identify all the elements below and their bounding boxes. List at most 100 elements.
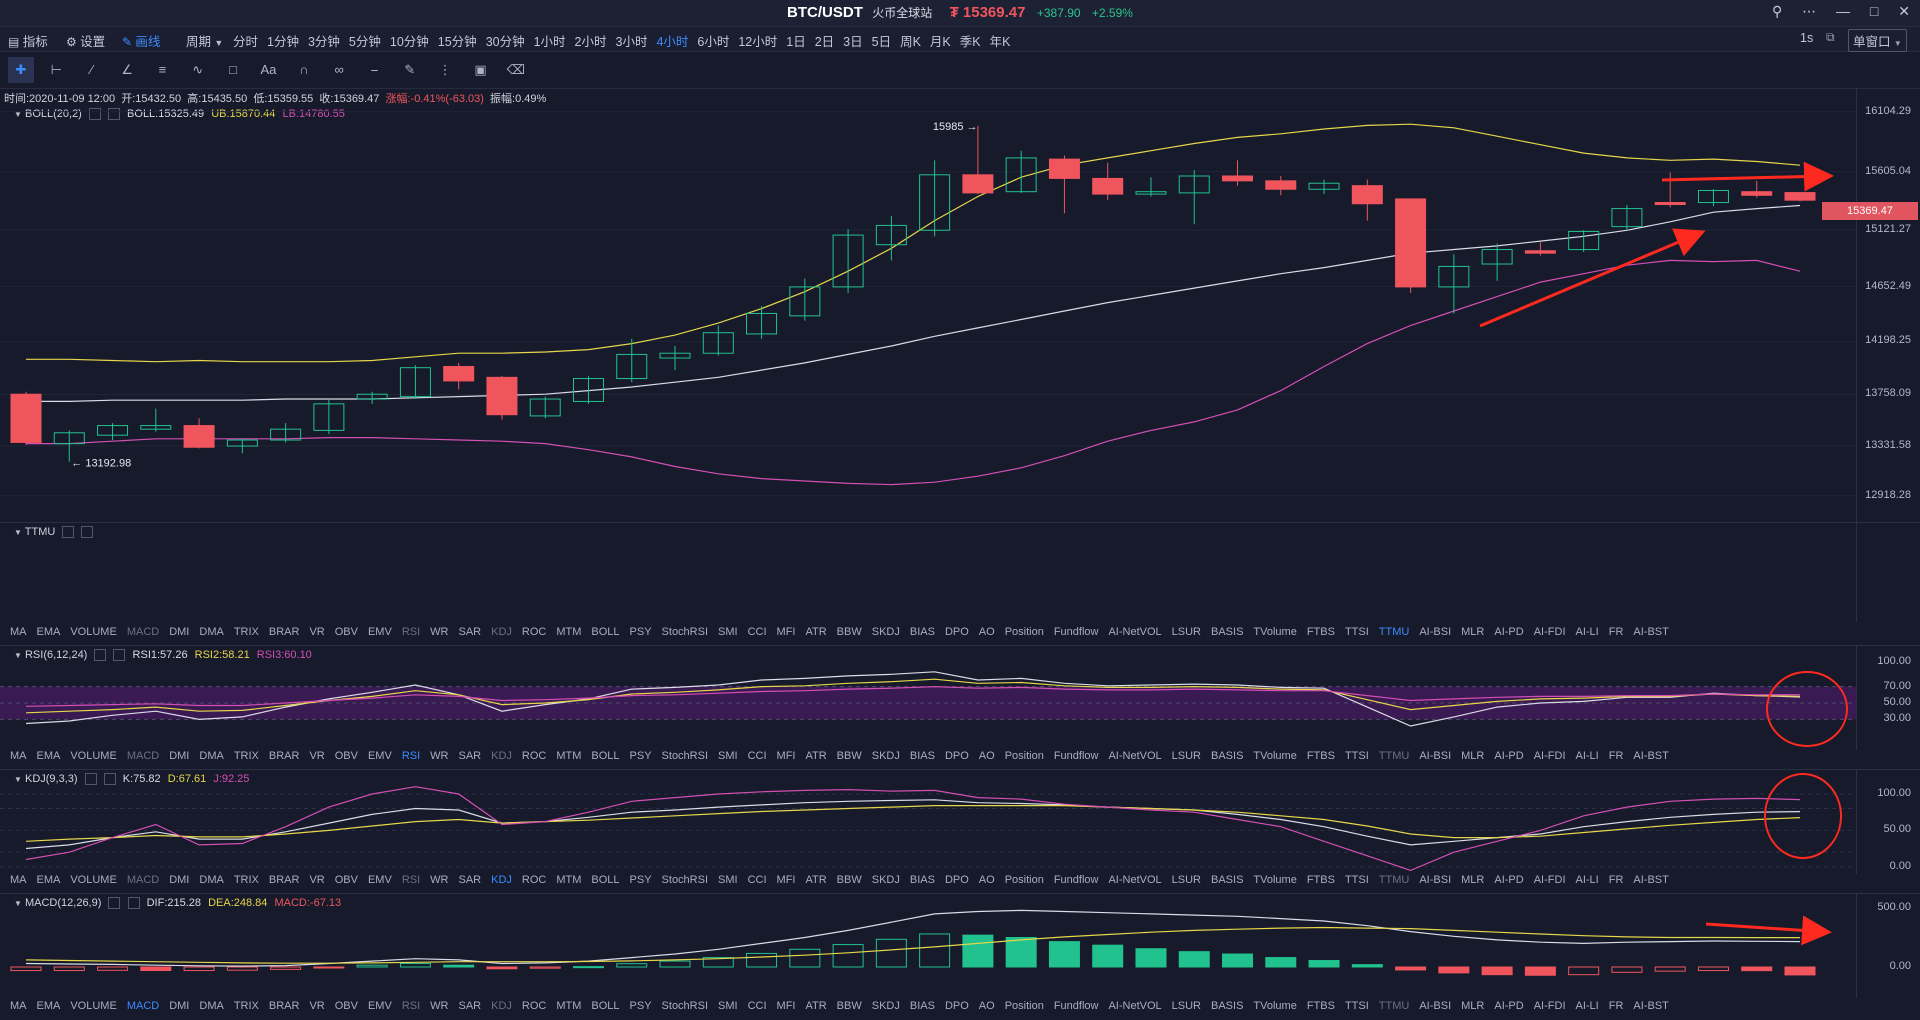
indicator-tab[interactable]: PSY bbox=[629, 1000, 652, 1012]
indicator-tab[interactable]: SKDJ bbox=[871, 626, 900, 638]
chevron-down-icon[interactable]: ▼ bbox=[14, 110, 22, 119]
period-option[interactable]: 10分钟 bbox=[389, 35, 429, 49]
candle-up[interactable] bbox=[270, 428, 302, 441]
candle-up[interactable] bbox=[140, 425, 172, 430]
indicator-tab[interactable]: ROC bbox=[521, 874, 547, 886]
indicator-tab[interactable]: ATR bbox=[805, 1000, 827, 1012]
indicator-tab[interactable]: SMI bbox=[718, 750, 738, 762]
candle-down[interactable] bbox=[183, 425, 215, 448]
indicator-tab[interactable]: SAR bbox=[458, 750, 482, 762]
indicator-tab[interactable]: AI-BST bbox=[1633, 1000, 1669, 1012]
indicator-tab[interactable]: TTMU bbox=[1378, 750, 1410, 762]
indicator-tab[interactable]: AI-PD bbox=[1494, 1000, 1524, 1012]
indicator-tab[interactable]: FTBS bbox=[1306, 626, 1335, 638]
indicator-tab[interactable]: LSUR bbox=[1171, 1000, 1201, 1012]
indicator-tab[interactable]: BBW bbox=[836, 874, 862, 886]
candle-down[interactable] bbox=[443, 365, 475, 382]
period-option[interactable]: 月K bbox=[929, 35, 951, 49]
macd-chart[interactable] bbox=[0, 894, 1856, 998]
indicator-tab[interactable]: BBW bbox=[836, 1000, 862, 1012]
indicator-tab[interactable]: WR bbox=[430, 1000, 449, 1012]
indicator-tab[interactable]: MACD bbox=[126, 626, 160, 638]
period-option[interactable]: 3日 bbox=[843, 35, 863, 49]
indicator-tab[interactable]: AI-BST bbox=[1633, 750, 1669, 762]
indicator-tab[interactable]: TTSI bbox=[1344, 750, 1369, 762]
indicator-tab[interactable]: EMV bbox=[367, 750, 392, 762]
chevron-down-icon[interactable]: ▼ bbox=[14, 775, 22, 784]
indicator-tab[interactable]: BOLL bbox=[591, 750, 620, 762]
period-option[interactable]: 3分钟 bbox=[307, 35, 340, 49]
indicator-tab[interactable]: BBW bbox=[836, 626, 862, 638]
screenshot-icon[interactable]: ⧉ bbox=[1826, 30, 1835, 44]
rsi-chart[interactable] bbox=[0, 646, 1856, 750]
candle-down[interactable] bbox=[1265, 180, 1297, 190]
indicator-tab[interactable]: BIAS bbox=[909, 1000, 935, 1012]
chevron-down-icon[interactable]: ▼ bbox=[14, 528, 22, 537]
indicator-tab[interactable]: SAR bbox=[458, 874, 482, 886]
ttmu-close-icon[interactable] bbox=[81, 526, 94, 539]
period-option[interactable]: 6小时 bbox=[697, 35, 730, 49]
indicator-tab[interactable]: FR bbox=[1608, 1000, 1624, 1012]
pair-name[interactable]: BTC/USDT bbox=[787, 4, 863, 21]
indicator-tab[interactable]: MLR bbox=[1461, 874, 1485, 886]
indicator-tab[interactable]: CCI bbox=[747, 750, 767, 762]
indicator-tab[interactable]: DMI bbox=[169, 750, 190, 762]
indicator-tab[interactable]: VOLUME bbox=[70, 750, 117, 762]
indicator-tab[interactable]: LSUR bbox=[1171, 874, 1201, 886]
indicator-tab[interactable]: AI-NetVOL bbox=[1108, 750, 1162, 762]
indicator-tab[interactable]: StochRSI bbox=[661, 874, 709, 886]
indicator-tab[interactable]: MACD bbox=[126, 1000, 160, 1012]
crosshair-tool-icon[interactable]: ✚ bbox=[8, 57, 34, 83]
indicator-tab[interactable]: OBV bbox=[334, 750, 358, 762]
candle-up[interactable] bbox=[1697, 189, 1729, 204]
indicator-tab[interactable]: TVolume bbox=[1253, 1000, 1297, 1012]
indicator-tab[interactable]: AI-FDI bbox=[1533, 626, 1566, 638]
indicator-tab[interactable]: AO bbox=[978, 626, 995, 638]
window-mode-select[interactable]: 单窗口 ▼ bbox=[1848, 29, 1907, 52]
indicator-tab[interactable]: AI-PD bbox=[1494, 626, 1524, 638]
search-icon[interactable]: ⚲ bbox=[1771, 3, 1783, 19]
candle-down[interactable] bbox=[1741, 191, 1773, 196]
indicator-tab[interactable]: EMV bbox=[367, 1000, 392, 1012]
candle-up[interactable] bbox=[616, 353, 648, 380]
indicator-tab[interactable]: AI-FDI bbox=[1533, 1000, 1566, 1012]
candle-down[interactable] bbox=[486, 376, 518, 416]
candle-down[interactable] bbox=[1654, 202, 1686, 206]
channel-tool-icon[interactable]: ≡ bbox=[158, 62, 167, 77]
period-dropdown[interactable]: 周期 ▼ bbox=[186, 31, 223, 50]
indicator-tab[interactable]: AI-LI bbox=[1575, 626, 1599, 638]
period-option[interactable]: 30分钟 bbox=[485, 35, 525, 49]
menu-icon[interactable]: ⋯ bbox=[1802, 3, 1817, 19]
indicator-tab[interactable]: MFI bbox=[776, 874, 796, 886]
indicator-tab[interactable]: TVolume bbox=[1253, 874, 1297, 886]
rectangle-tool-icon[interactable]: □ bbox=[229, 62, 237, 77]
link-tool-icon[interactable]: ∞ bbox=[334, 62, 344, 77]
indicator-tab[interactable]: DPO bbox=[944, 1000, 969, 1012]
refresh-rate[interactable]: 1s bbox=[1800, 31, 1813, 45]
candle-up[interactable] bbox=[659, 352, 691, 359]
indicator-tab[interactable]: KDJ bbox=[491, 750, 512, 762]
indicator-tab[interactable]: EMA bbox=[36, 874, 61, 886]
candle-up[interactable] bbox=[1568, 230, 1600, 251]
candle-down[interactable] bbox=[1784, 192, 1816, 201]
indicator-tab[interactable]: ATR bbox=[805, 626, 827, 638]
indicator-tab[interactable]: AI-LI bbox=[1575, 750, 1599, 762]
indicator-tab[interactable]: ATR bbox=[805, 874, 827, 886]
indicator-tab[interactable]: BIAS bbox=[909, 626, 935, 638]
indicator-tab[interactable]: CCI bbox=[747, 1000, 767, 1012]
indicator-tab[interactable]: SMI bbox=[718, 874, 738, 886]
candle-up[interactable] bbox=[875, 224, 907, 246]
indicator-tab[interactable]: AI-BSI bbox=[1419, 874, 1452, 886]
period-option[interactable]: 4小时 bbox=[656, 35, 689, 49]
macd-settings-icon[interactable] bbox=[108, 897, 121, 910]
indicator-tab[interactable]: BRAR bbox=[268, 874, 300, 886]
indicator-tab[interactable]: FTBS bbox=[1306, 874, 1335, 886]
rsi-close-icon[interactable] bbox=[113, 649, 126, 662]
indicator-tab[interactable]: TTMU bbox=[1378, 626, 1410, 638]
indicator-tab[interactable]: MTM bbox=[556, 874, 582, 886]
indicator-tab[interactable]: PSY bbox=[629, 750, 652, 762]
indicator-tab[interactable]: AI-LI bbox=[1575, 874, 1599, 886]
indicator-tab[interactable]: BASIS bbox=[1211, 626, 1244, 638]
candle-up[interactable] bbox=[97, 425, 129, 436]
indicator-tab[interactable]: MACD bbox=[126, 750, 160, 762]
